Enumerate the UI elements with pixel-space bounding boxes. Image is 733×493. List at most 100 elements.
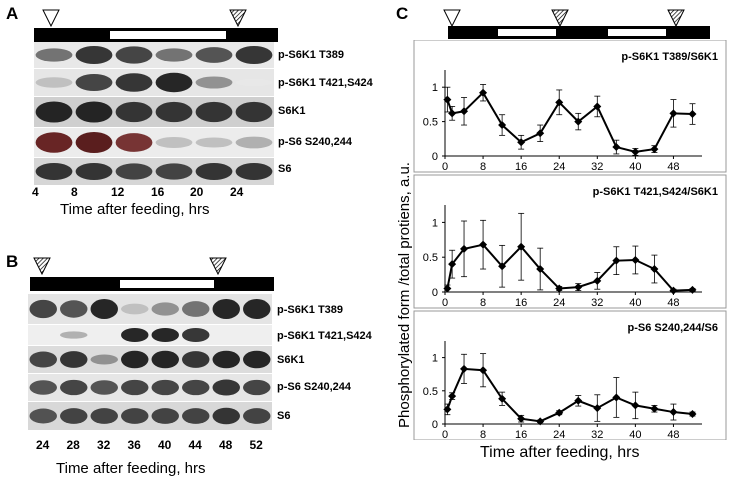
- data-point: [593, 276, 602, 285]
- data-point: [448, 392, 457, 401]
- blot-band: [182, 379, 210, 396]
- data-point: [479, 88, 488, 97]
- panel-b-time-label: 52: [249, 438, 263, 452]
- panel-b-blot-label: S6K1: [277, 354, 305, 366]
- blot-band: [35, 77, 73, 88]
- data-point: [443, 405, 452, 414]
- x-tick-label: 8: [480, 297, 486, 309]
- blot-band: [29, 299, 57, 319]
- data-point: [650, 404, 659, 413]
- panel-b-time-label: 32: [97, 438, 111, 452]
- data-point: [688, 285, 697, 294]
- blot-band: [151, 327, 179, 343]
- feeding-marker-open-icon: [42, 9, 60, 28]
- blot-band: [235, 101, 273, 123]
- data-point: [460, 107, 469, 116]
- data-point: [460, 364, 469, 373]
- panel-b-blot-label: S6: [277, 410, 291, 422]
- data-point: [650, 145, 659, 154]
- blot-band: [195, 101, 233, 123]
- data-point: [555, 408, 564, 417]
- panel-a-time-label: 20: [190, 185, 204, 199]
- blot-band: [243, 299, 271, 319]
- data-point: [517, 138, 526, 147]
- data-point: [631, 255, 640, 264]
- data-point: [536, 129, 545, 138]
- blot-band: [155, 48, 193, 62]
- blot-band: [60, 408, 88, 424]
- panel-a-x-title: Time after feeding, hrs: [60, 201, 210, 218]
- x-tick-label: 16: [515, 429, 527, 440]
- x-tick-label: 48: [667, 297, 679, 309]
- panel-b-time-label: 36: [127, 438, 141, 452]
- data-point: [460, 244, 469, 253]
- blot-band: [115, 163, 153, 180]
- panel-a-letter: A: [6, 4, 19, 23]
- blot-band: [151, 350, 179, 369]
- data-point: [443, 95, 452, 104]
- blot-band: [75, 131, 113, 154]
- y-tick-label: 0: [432, 419, 438, 431]
- panel-a-time-label: 8: [71, 185, 78, 199]
- blot-band: [121, 408, 149, 424]
- chart-title: p-S6 S240,244/S6: [627, 322, 718, 334]
- y-tick-label: 0.5: [423, 386, 438, 398]
- blot-band: [29, 351, 57, 368]
- panel-c-y-title: Phosphorylated form /total protiens, a.u…: [396, 162, 413, 428]
- blot-band: [35, 163, 73, 180]
- data-point: [517, 414, 526, 423]
- x-tick-label: 24: [553, 297, 565, 309]
- x-tick-label: 32: [591, 297, 603, 309]
- panel-c-letter: C: [396, 4, 409, 23]
- y-tick-label: 0: [432, 287, 438, 299]
- blot-band: [151, 379, 179, 396]
- blot-band: [90, 408, 118, 424]
- feeding-marker-hatched-icon: [667, 9, 685, 28]
- x-tick-label: 24: [553, 161, 565, 173]
- panel-b-blot-label: p-S6 S240,244: [277, 381, 351, 393]
- blot-band: [115, 133, 153, 152]
- data-point: [593, 404, 602, 413]
- panel-a-blot-label: S6K1: [278, 105, 306, 117]
- blot-band: [35, 48, 73, 62]
- blot-band: [121, 303, 149, 315]
- panel-a-blot-label: p-S6K1 T389: [278, 49, 345, 61]
- data-point: [631, 401, 640, 410]
- feeding-marker-hatched-icon: [209, 257, 227, 276]
- blot-band: [235, 45, 273, 65]
- blot-band: [155, 72, 193, 93]
- blot-band: [155, 137, 193, 148]
- blot-band: [151, 408, 179, 424]
- blot-band: [75, 74, 113, 91]
- blot-strip: [34, 158, 274, 185]
- blot-band: [235, 136, 273, 149]
- data-point: [688, 410, 697, 419]
- blot-band: [212, 379, 240, 396]
- blot-band: [212, 407, 240, 425]
- panel-b-time-label: 48: [219, 438, 233, 452]
- data-point: [448, 260, 457, 269]
- data-point: [443, 284, 452, 293]
- blot-band: [90, 354, 118, 365]
- panel-a-blot-label: p-S6K1 T421,S424: [278, 77, 373, 89]
- blot-band: [243, 379, 271, 396]
- y-tick-label: 1: [432, 82, 438, 94]
- blot-band: [115, 101, 153, 123]
- blot-band: [75, 45, 113, 65]
- panel-a-blots: [34, 42, 274, 185]
- blot-band: [90, 380, 118, 395]
- x-tick-label: 0: [442, 161, 448, 173]
- blot-band: [195, 76, 233, 89]
- blot-band: [121, 379, 149, 396]
- data-point: [555, 284, 564, 293]
- data-point: [574, 117, 583, 126]
- blot-strip: [34, 128, 274, 157]
- chart-frame: [413, 174, 727, 309]
- x-tick-label: 16: [515, 161, 527, 173]
- blot-band: [115, 73, 153, 92]
- blot-band: [182, 327, 210, 343]
- blot-band: [212, 299, 240, 319]
- x-tick-label: 32: [591, 161, 603, 173]
- blot-band: [195, 47, 233, 63]
- blot-band: [35, 101, 73, 123]
